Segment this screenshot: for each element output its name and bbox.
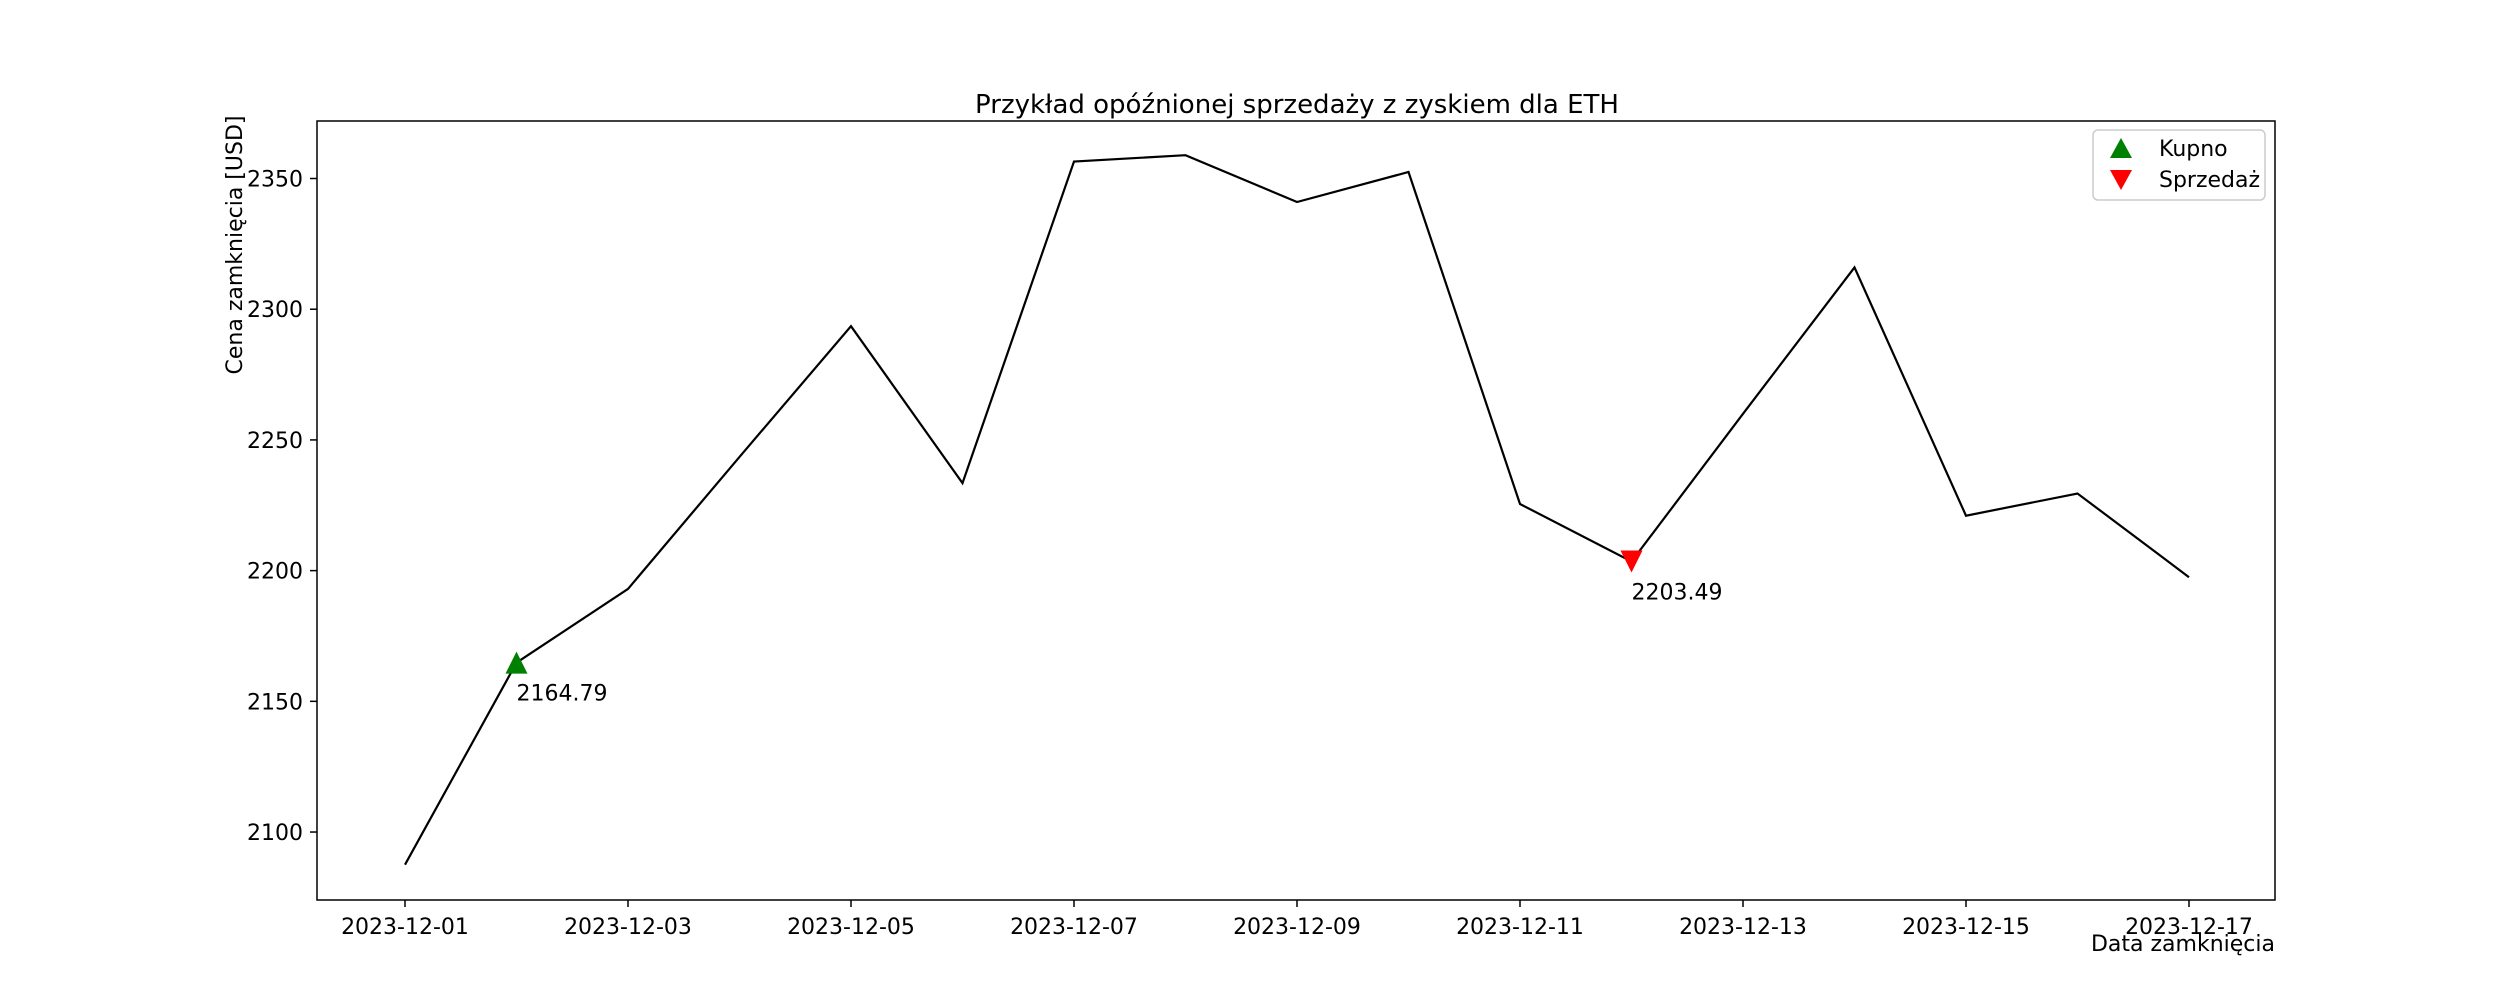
x-tick-label: 2023-12-05 xyxy=(787,915,915,940)
y-tick-label: 2150 xyxy=(247,690,303,715)
series-layer xyxy=(404,154,2190,866)
sell-marker xyxy=(1620,550,1643,573)
x-tick-label: 2023-12-07 xyxy=(1010,915,1138,940)
legend: Kupno Sprzedaż xyxy=(2092,129,2266,201)
x-tick-label: 2023-12-15 xyxy=(1902,915,2030,940)
chart-title: Przykład opóźnionej sprzedaży z zyskiem … xyxy=(975,90,1619,120)
y-tick-label: 2250 xyxy=(247,429,303,454)
buy-marker xyxy=(505,651,528,674)
legend-sprzedaz-marker xyxy=(2110,170,2132,190)
x-tick-label: 2023-12-17 xyxy=(2125,915,2253,940)
annotation-layer: 2164.79 2203.49 xyxy=(517,581,1723,707)
x-axis: 2023-12-01 2023-12-03 2023-12-05 2023-12-07… xyxy=(341,900,2253,940)
series-line-0 xyxy=(404,154,2190,866)
y-axis: 2100 2150 2200 2250 2300 2350 xyxy=(247,168,317,846)
x-tick-label: 2023-12-13 xyxy=(1679,915,1807,940)
x-axis-label: Data zamknięcia xyxy=(2091,932,2275,957)
x-tick-label: 2023-12-03 xyxy=(564,915,692,940)
y-tick-label: 2350 xyxy=(247,168,303,193)
legend-kupno-label: Kupno xyxy=(2159,137,2228,162)
x-tick-label: 2023-12-01 xyxy=(341,915,469,940)
legend-box xyxy=(2092,129,2266,201)
y-tick-label: 2300 xyxy=(247,298,303,323)
y-axis-label: Cena zamknięcia [USD] xyxy=(223,116,248,375)
axes-frame xyxy=(316,120,2276,901)
x-tick-label: 2023-12-11 xyxy=(1456,915,1584,940)
marker-layer xyxy=(505,550,1643,674)
legend-sprzedaz-label: Sprzedaż xyxy=(2159,168,2260,193)
legend-kupno-marker xyxy=(2110,138,2132,158)
buy-price-label: 2164.79 xyxy=(517,682,608,707)
y-tick-label: 2100 xyxy=(247,821,303,846)
y-tick-label: 2200 xyxy=(247,560,303,585)
plot-area: 2164.79 2203.49 xyxy=(316,120,2276,901)
sell-price-label: 2203.49 xyxy=(1632,581,1723,606)
x-tick-label: 2023-12-09 xyxy=(1233,915,1361,940)
